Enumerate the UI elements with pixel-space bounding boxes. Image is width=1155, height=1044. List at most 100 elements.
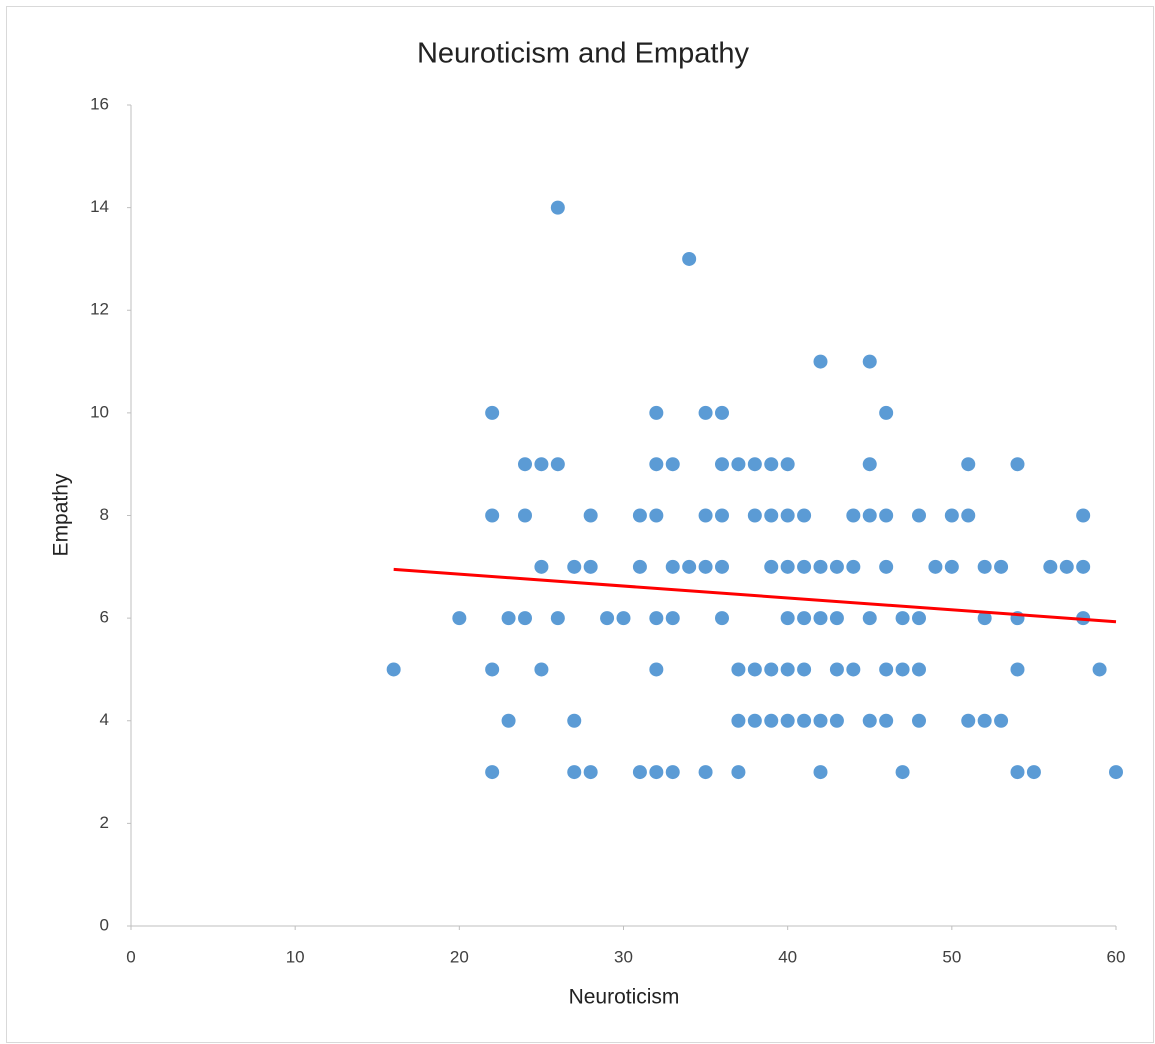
- data-point: [813, 611, 828, 626]
- data-point: [649, 405, 664, 420]
- y-tick-label: 0: [100, 915, 109, 934]
- data-point: [879, 405, 894, 420]
- data-point: [912, 508, 926, 523]
- data-point: [747, 713, 762, 728]
- y-tick-label: 16: [90, 94, 109, 113]
- data-point: [715, 508, 729, 523]
- data-point: [977, 559, 992, 574]
- data-point: [764, 457, 779, 472]
- data-point: [632, 765, 647, 780]
- data-point: [977, 713, 992, 728]
- data-point: [731, 765, 746, 780]
- data-point: [715, 559, 729, 574]
- data-point: [501, 611, 516, 626]
- data-point: [567, 765, 582, 780]
- data-point: [780, 662, 795, 677]
- data-point: [682, 251, 697, 266]
- data-point: [961, 713, 976, 728]
- y-tick-label: 14: [90, 197, 109, 216]
- x-tick-label: 50: [942, 947, 961, 966]
- data-point: [862, 508, 877, 523]
- data-point: [813, 559, 828, 574]
- data-point: [632, 559, 647, 574]
- data-point: [829, 662, 844, 677]
- x-tick-label: 40: [778, 947, 797, 966]
- data-point: [961, 457, 976, 472]
- data-point: [583, 508, 598, 523]
- data-point: [994, 713, 1009, 728]
- data-point: [879, 713, 894, 728]
- data-point: [797, 662, 812, 677]
- data-point: [747, 508, 762, 523]
- data-point: [731, 457, 746, 472]
- data-point: [1076, 508, 1091, 523]
- data-point: [928, 559, 943, 574]
- data-point: [715, 611, 729, 626]
- data-point: [567, 559, 582, 574]
- data-point: [944, 508, 959, 523]
- data-point: [1010, 662, 1025, 677]
- data-point: [846, 662, 861, 677]
- data-point: [780, 508, 795, 523]
- data-point: [600, 611, 615, 626]
- data-point: [846, 508, 861, 523]
- data-point: [764, 662, 779, 677]
- data-point: [550, 200, 565, 215]
- data-point: [665, 457, 680, 472]
- data-point: [747, 662, 762, 677]
- data-point: [698, 405, 713, 420]
- data-point: [1109, 765, 1123, 780]
- data-point: [764, 508, 779, 523]
- y-tick-label: 4: [100, 710, 109, 729]
- data-point: [912, 713, 926, 728]
- data-point: [1076, 559, 1091, 574]
- data-point: [879, 662, 894, 677]
- data-point: [1043, 559, 1058, 574]
- data-point: [534, 559, 549, 574]
- data-point: [485, 765, 500, 780]
- data-point: [862, 354, 877, 369]
- data-point: [1092, 662, 1107, 677]
- data-point: [386, 662, 401, 677]
- data-point: [895, 662, 910, 677]
- data-point: [518, 611, 532, 626]
- data-point: [698, 765, 713, 780]
- data-point: [780, 713, 795, 728]
- data-point: [452, 611, 467, 626]
- data-point: [813, 765, 828, 780]
- data-point: [829, 611, 844, 626]
- data-point: [550, 611, 565, 626]
- x-tick-label: 20: [450, 947, 469, 966]
- data-point: [1059, 559, 1074, 574]
- data-point: [649, 662, 664, 677]
- x-tick-label: 10: [286, 947, 305, 966]
- data-point: [567, 713, 582, 728]
- data-point: [731, 713, 746, 728]
- data-point: [846, 559, 861, 574]
- data-point: [534, 662, 549, 677]
- x-tick-label: 0: [126, 947, 135, 966]
- data-point: [961, 508, 976, 523]
- data-point: [912, 662, 926, 677]
- data-point: [715, 457, 729, 472]
- data-point: [862, 611, 877, 626]
- data-point: [518, 508, 532, 523]
- data-point: [797, 508, 812, 523]
- data-point: [649, 508, 664, 523]
- data-point: [665, 611, 680, 626]
- data-point: [797, 713, 812, 728]
- data-point: [649, 611, 664, 626]
- data-point: [649, 765, 664, 780]
- data-point: [747, 457, 762, 472]
- data-point: [879, 559, 894, 574]
- data-point: [1010, 457, 1025, 472]
- data-point: [583, 765, 598, 780]
- data-point: [1026, 765, 1041, 780]
- data-point: [534, 457, 549, 472]
- data-point: [616, 611, 631, 626]
- data-point: [813, 354, 828, 369]
- data-point: [698, 559, 713, 574]
- x-tick-label: 30: [614, 947, 633, 966]
- data-point: [912, 611, 926, 626]
